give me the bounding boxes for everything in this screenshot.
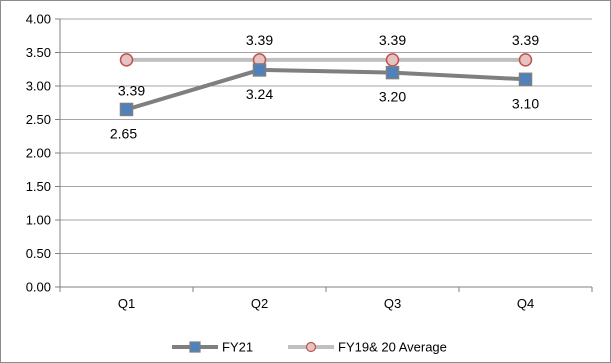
x-tick-label: Q2: [251, 296, 268, 311]
data-label-fy21: 2.65: [110, 125, 137, 141]
y-tick-label: 0.50: [26, 246, 51, 261]
x-tick-label: Q3: [384, 296, 401, 311]
marker-fy21: [385, 65, 400, 80]
marker-fy21: [119, 102, 134, 117]
legend-label-fy21: FY21: [222, 340, 253, 355]
legend-label-fy19-20-average: FY19& 20 Average: [338, 340, 447, 355]
marker-fy21: [252, 63, 267, 77]
data-labels: 3.39 3.39 3.39 3.39 2.65 3.24 3.20 3.10: [110, 32, 539, 142]
marker-fy19-20-average: [385, 53, 400, 67]
y-tick-label: 1.50: [26, 179, 51, 194]
x-tick-label: Q4: [517, 296, 534, 311]
y-tick-label: 2.00: [26, 146, 51, 161]
legend-marker-fy21: [189, 341, 201, 353]
data-label-fy19-20-average: 3.39: [118, 82, 145, 98]
data-label-fy21: 3.24: [246, 86, 273, 102]
x-axis: Q1 Q2 Q3 Q4: [59, 286, 593, 311]
y-tick-label: 4.00: [26, 12, 51, 27]
data-label-fy19-20-average: 3.39: [246, 32, 273, 48]
y-axis: 0.00 0.50 1.00 1.50 2.00 2.50 3.00 3.50 4.00: [26, 12, 61, 295]
marker-fy21: [518, 72, 533, 87]
data-label-fy21: 3.10: [512, 95, 539, 111]
data-label-fy19-20-average: 3.39: [379, 32, 406, 48]
y-tick-label: 1.00: [26, 213, 51, 228]
legend-marker-fy19-20-average: [305, 341, 317, 353]
y-tick-label: 3.50: [26, 45, 51, 60]
series-layer: [119, 53, 533, 117]
series-line-fy21: [125, 67, 526, 112]
y-tick-label: 3.00: [26, 79, 51, 94]
data-label-fy21: 3.20: [379, 89, 406, 105]
x-tick-label: Q1: [118, 296, 135, 311]
data-label-fy19-20-average: 3.39: [512, 32, 539, 48]
marker-fy19-20-average: [518, 53, 533, 67]
marker-fy19-20-average: [119, 53, 134, 67]
y-tick-label: 2.50: [26, 112, 51, 127]
y-tick-label: 0.00: [26, 280, 51, 295]
legend: FY21 FY19& 20 Average: [172, 340, 447, 355]
